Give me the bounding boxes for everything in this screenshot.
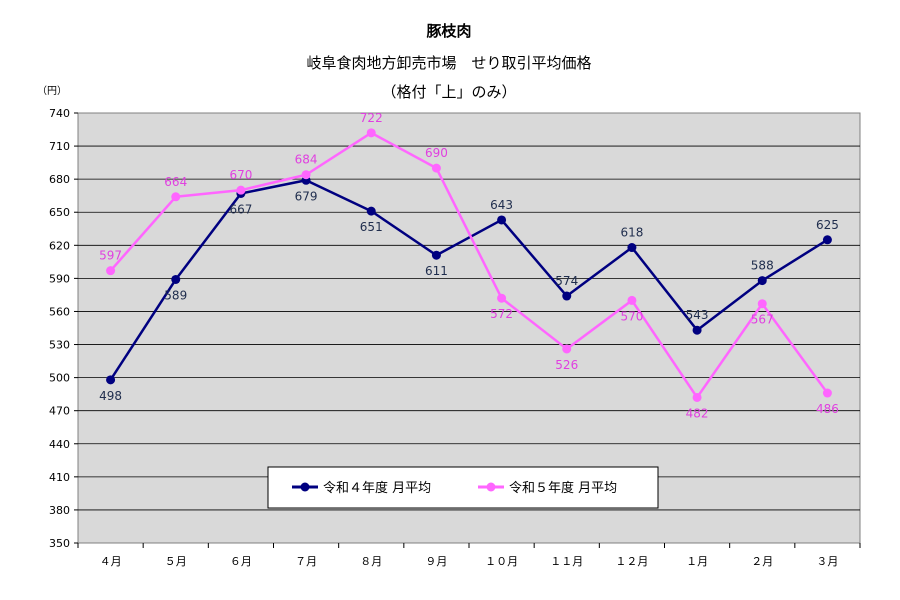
x-tick-label: ８月 [360, 555, 382, 568]
series-2-point [692, 392, 702, 402]
series-1-data-label: 589 [164, 288, 187, 302]
series-2-data-label: 572 [490, 307, 513, 321]
series-2-point [757, 299, 767, 309]
series-1-data-label: 618 [620, 226, 643, 240]
y-tick-label: 590 [49, 272, 70, 285]
y-tick-label: 740 [49, 107, 70, 120]
y-tick-label: 470 [49, 405, 70, 418]
y-axis-unit: （円） [37, 85, 67, 97]
series-1-data-label: 679 [295, 189, 318, 203]
x-tick-label: ５月 [165, 555, 187, 568]
series-2-data-label: 482 [686, 406, 709, 420]
legend-box [267, 466, 659, 509]
series-2-data-label: 486 [816, 402, 839, 416]
series-1-data-label: 574 [555, 274, 578, 288]
series-2-point [627, 295, 637, 305]
x-tick-label: ６月 [230, 555, 252, 568]
legend-label-r5: 令和５年度 月平均 [509, 480, 617, 496]
chart-subtitle-grade: （格付「上」のみ） [381, 83, 516, 101]
legend-marker-r4 [300, 482, 310, 492]
x-tick-label: ７月 [295, 555, 317, 568]
series-line-2 [109, 131, 829, 399]
y-tick-label: 350 [49, 537, 70, 550]
chart-subtitle: 岐阜食肉地方卸売市場 せり取引平均価格 [306, 54, 591, 72]
y-tick-label: 440 [49, 438, 70, 451]
series-1-data-label: 651 [360, 220, 383, 234]
series-1-data-label: 611 [425, 264, 448, 278]
series-2-data-label: 570 [620, 309, 643, 323]
series-2-data-label: 722 [360, 111, 383, 125]
series-2-data-label: 690 [425, 146, 448, 160]
x-tick-label: １０月 [485, 555, 518, 568]
series-2-point [106, 266, 116, 276]
y-tick-label: 680 [49, 173, 70, 186]
x-tick-label: １１月 [550, 555, 583, 568]
series-2-data-label: 567 [751, 313, 774, 327]
series-layer [106, 128, 832, 402]
series-2-data-label: 526 [555, 358, 578, 372]
series-1-point [497, 215, 507, 225]
series-1-data-label: 643 [490, 198, 513, 212]
data-labels: 498 597 589 664 667 670 679 684 651 722 611 690 643 5… [99, 111, 839, 421]
series-line-1 [109, 179, 829, 381]
series-1-data-label: 667 [229, 202, 252, 216]
series-1-point [822, 235, 832, 245]
series-2-point [236, 185, 246, 195]
series-2-data-label: 670 [229, 168, 252, 182]
y-tick-label: 530 [49, 339, 70, 352]
series-2-data-label: 664 [164, 175, 187, 189]
gridlines [78, 145, 860, 511]
series-1-data-label: 543 [686, 308, 709, 322]
x-tick-label: ９月 [425, 555, 447, 568]
series-1-data-label: 498 [99, 389, 122, 403]
series-1-point [171, 274, 181, 284]
series-1-point [431, 250, 441, 260]
series-1-data-label: 625 [816, 218, 839, 232]
series-2-point [822, 388, 832, 398]
series-1-point [627, 243, 637, 253]
x-tick-label: ３月 [816, 555, 838, 568]
y-tick-label: 560 [49, 305, 70, 318]
series-2-point [171, 192, 181, 202]
legend-marker-r5 [486, 482, 496, 492]
chart-title: 豚枝肉 [426, 22, 471, 40]
series-1-point [692, 325, 702, 335]
series-2-point [431, 163, 441, 173]
y-tick-label: 380 [49, 504, 70, 517]
series-2-point [497, 293, 507, 303]
series-1-point [106, 375, 116, 385]
x-axis-ticks: ４月 ５月 ６月 ７月 ８月 ９月 １０月 １１月 １２月 １月 ２月 ３月 [77, 543, 861, 568]
legend: 令和４年度 月平均 令和５年度 月平均 [267, 466, 659, 509]
y-axis-ticks: 350 380 410 440 470 500 530 560 590 620 650 680 710 7… [49, 107, 78, 550]
series-2-point [562, 344, 572, 354]
series-2-point [301, 170, 311, 180]
x-tick-label: ４月 [100, 555, 122, 568]
legend-label-r4: 令和４年度 月平均 [323, 480, 431, 496]
series-2-point [366, 128, 376, 138]
y-tick-label: 650 [49, 206, 70, 219]
series-1-data-label: 588 [751, 259, 774, 273]
series-2-data-label: 597 [99, 249, 122, 263]
x-tick-label: １月 [686, 555, 708, 568]
x-tick-label: ２月 [751, 555, 773, 568]
series-2-data-label: 684 [295, 153, 318, 167]
series-1-point [757, 276, 767, 286]
y-tick-label: 620 [49, 239, 70, 252]
series-1-point [366, 206, 376, 216]
y-tick-label: 710 [49, 140, 70, 153]
y-tick-label: 410 [49, 471, 70, 484]
y-tick-label: 500 [49, 372, 70, 385]
x-tick-label: １２月 [615, 555, 648, 568]
series-1-point [562, 291, 572, 301]
